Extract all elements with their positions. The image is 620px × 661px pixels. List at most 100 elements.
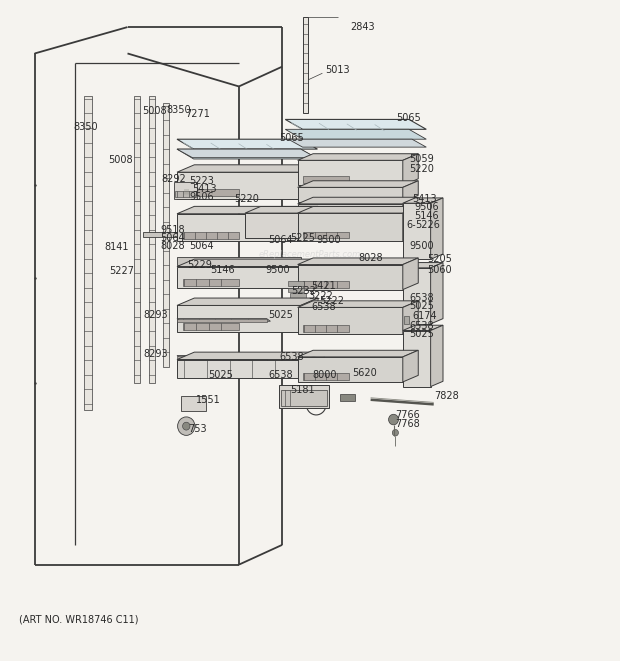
Polygon shape — [177, 360, 307, 378]
Polygon shape — [403, 209, 418, 225]
Bar — [183, 232, 239, 239]
Text: 8000: 8000 — [312, 370, 337, 380]
Polygon shape — [307, 352, 324, 378]
Text: 5421: 5421 — [311, 281, 336, 291]
Text: 7271: 7271 — [185, 109, 210, 119]
Polygon shape — [177, 352, 324, 360]
Text: 5229: 5229 — [187, 260, 213, 270]
Circle shape — [312, 401, 320, 408]
Polygon shape — [403, 198, 443, 203]
Polygon shape — [298, 219, 418, 226]
Text: 5025: 5025 — [208, 370, 232, 380]
Text: 5225: 5225 — [290, 233, 315, 243]
Bar — [303, 17, 308, 113]
Text: 9500: 9500 — [265, 265, 290, 275]
Text: 5220: 5220 — [234, 194, 259, 204]
Bar — [174, 182, 197, 198]
Polygon shape — [177, 139, 317, 149]
Polygon shape — [298, 187, 403, 202]
Bar — [177, 256, 301, 264]
Polygon shape — [298, 350, 418, 357]
Polygon shape — [403, 350, 418, 382]
Polygon shape — [298, 154, 418, 161]
Text: 5146: 5146 — [210, 265, 234, 275]
Polygon shape — [403, 197, 418, 214]
Text: 9500: 9500 — [409, 241, 433, 251]
Text: 9506: 9506 — [414, 202, 438, 212]
Polygon shape — [403, 325, 443, 330]
Polygon shape — [301, 298, 318, 332]
Bar — [303, 373, 349, 380]
Bar — [183, 189, 239, 196]
Text: 5205: 5205 — [428, 254, 453, 264]
Polygon shape — [298, 213, 403, 241]
Text: 5008: 5008 — [108, 155, 132, 165]
Text: 5064: 5064 — [161, 233, 185, 243]
Text: 1551: 1551 — [196, 395, 221, 405]
Text: 5620: 5620 — [352, 368, 377, 377]
Polygon shape — [298, 226, 403, 231]
Polygon shape — [298, 161, 403, 185]
Text: 7768: 7768 — [396, 419, 420, 429]
Text: 5025: 5025 — [409, 329, 434, 340]
Circle shape — [177, 417, 195, 436]
Bar — [404, 316, 409, 324]
Polygon shape — [403, 268, 431, 324]
Text: 6538: 6538 — [268, 370, 293, 380]
Bar — [279, 385, 329, 408]
Text: 5222: 5222 — [319, 296, 344, 306]
Bar — [181, 397, 206, 411]
Text: 5059: 5059 — [409, 154, 434, 164]
Text: 5227: 5227 — [109, 266, 134, 276]
Bar — [290, 293, 306, 297]
Polygon shape — [431, 198, 443, 259]
Polygon shape — [285, 120, 427, 130]
Text: 5064: 5064 — [268, 235, 293, 245]
Text: 7828: 7828 — [434, 391, 458, 401]
Polygon shape — [301, 165, 318, 198]
Text: 5220: 5220 — [409, 164, 434, 174]
Text: 8028: 8028 — [161, 241, 185, 251]
Polygon shape — [298, 206, 418, 213]
Text: 8028: 8028 — [358, 253, 383, 263]
Text: 7766: 7766 — [396, 410, 420, 420]
Polygon shape — [245, 206, 316, 213]
Bar — [183, 323, 239, 330]
Polygon shape — [298, 301, 418, 307]
Bar — [303, 325, 349, 332]
Text: |||: ||| — [184, 188, 189, 194]
Bar — [177, 319, 267, 322]
Text: 6-: 6- — [406, 220, 415, 230]
Polygon shape — [177, 206, 318, 214]
Text: 753: 753 — [188, 424, 206, 434]
Text: 5060: 5060 — [428, 265, 452, 275]
Polygon shape — [177, 298, 318, 305]
Text: 5223: 5223 — [189, 176, 215, 186]
Polygon shape — [298, 204, 403, 214]
Circle shape — [389, 414, 399, 425]
Bar — [340, 395, 355, 401]
Polygon shape — [301, 206, 316, 238]
Text: 5232: 5232 — [291, 286, 316, 296]
Bar — [303, 281, 349, 288]
Polygon shape — [298, 180, 418, 187]
Polygon shape — [298, 264, 403, 290]
Polygon shape — [403, 219, 418, 231]
Polygon shape — [403, 203, 431, 259]
Polygon shape — [403, 258, 418, 290]
Text: 5065: 5065 — [279, 133, 304, 143]
Polygon shape — [403, 206, 418, 241]
Polygon shape — [298, 209, 418, 215]
Text: 9500: 9500 — [316, 235, 341, 245]
Text: 6174: 6174 — [412, 311, 436, 321]
Polygon shape — [288, 139, 427, 147]
Text: eReplacementParts.com: eReplacementParts.com — [259, 250, 361, 259]
Polygon shape — [177, 259, 318, 266]
Polygon shape — [177, 305, 301, 332]
Polygon shape — [298, 258, 418, 264]
Bar — [183, 279, 239, 286]
Bar — [288, 288, 304, 292]
Bar — [281, 390, 327, 407]
Text: 8292: 8292 — [162, 174, 186, 184]
Text: 6538: 6538 — [409, 321, 433, 331]
